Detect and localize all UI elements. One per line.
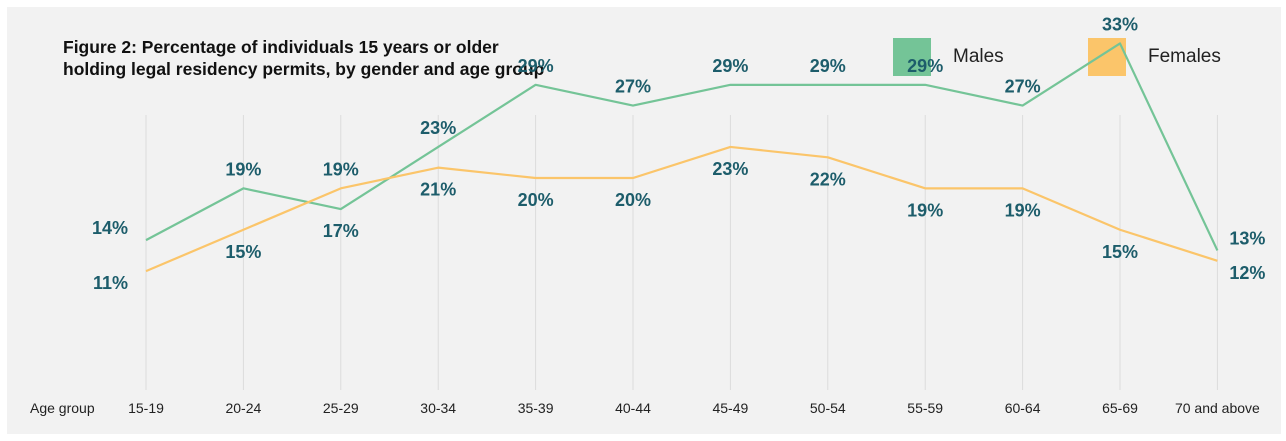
x-axis-title: Age group: [30, 400, 95, 416]
series-line-males: [145, 42, 1219, 251]
data-label: 17%: [323, 221, 359, 241]
data-label: 23%: [712, 159, 748, 179]
x-tick-label: 40-44: [615, 400, 651, 416]
data-label: 12%: [1229, 263, 1265, 283]
data-label: 27%: [1005, 77, 1041, 97]
x-tick-label: 25-29: [323, 400, 359, 416]
chart-title: Figure 2: Percentage of individuals 15 y…: [63, 36, 623, 80]
x-tick-label: 60-64: [1005, 400, 1041, 416]
data-label: 29%: [712, 56, 748, 76]
data-label: 19%: [323, 159, 359, 179]
data-label: 11%: [93, 273, 128, 293]
x-tick-label: 30-34: [420, 400, 456, 416]
data-label: 29%: [810, 56, 846, 76]
x-tick-label: 65-69: [1102, 400, 1138, 416]
gridlines: [145, 115, 1218, 390]
chart-panel: [7, 7, 1281, 434]
x-tick-label: 50-54: [810, 400, 846, 416]
data-label: 19%: [225, 159, 261, 179]
data-label: 15%: [1102, 242, 1138, 262]
x-tick-label: 55-59: [907, 400, 943, 416]
data-label: 15%: [225, 242, 261, 262]
data-label: 29%: [518, 56, 554, 76]
data-label: 20%: [518, 190, 554, 210]
x-tick-label: 35-39: [518, 400, 554, 416]
legend-item-males: Males: [893, 38, 1004, 76]
x-tick-label: 20-24: [225, 400, 261, 416]
legend-label-males: Males: [953, 46, 1004, 67]
data-label: 13%: [1229, 228, 1265, 248]
series-line-females: [145, 145, 1218, 273]
series-lines: [145, 42, 1219, 273]
x-tick-label: 70 and above: [1175, 400, 1260, 416]
x-tick-label: 15-19: [128, 400, 164, 416]
data-label: 27%: [615, 77, 651, 97]
data-label: 14%: [92, 218, 128, 238]
x-axis: Age group 15-19 20-24 25-29 30-34 35-39 40-44…: [30, 400, 1260, 416]
data-label: 23%: [420, 118, 456, 138]
data-label: 19%: [1005, 200, 1041, 220]
legend-swatch-males: [893, 38, 931, 76]
chart-title-line-2: holding legal residency permits, by gend…: [63, 59, 545, 79]
x-tick-label: 45-49: [712, 400, 748, 416]
data-labels: 14% 11% 19% 15% 17% 19% 23% 21% 29% 20% 27% 20% 29% 2…: [92, 14, 1265, 293]
legend-label-females: Females: [1148, 46, 1221, 67]
chart-title-line-1: Figure 2: Percentage of individuals 15 y…: [63, 37, 499, 57]
data-label: 21%: [420, 180, 456, 200]
data-label: 20%: [615, 190, 651, 210]
data-label: 33%: [1102, 14, 1138, 34]
data-label: 22%: [810, 169, 846, 189]
data-label: 29%: [907, 56, 943, 76]
data-label: 19%: [907, 200, 943, 220]
